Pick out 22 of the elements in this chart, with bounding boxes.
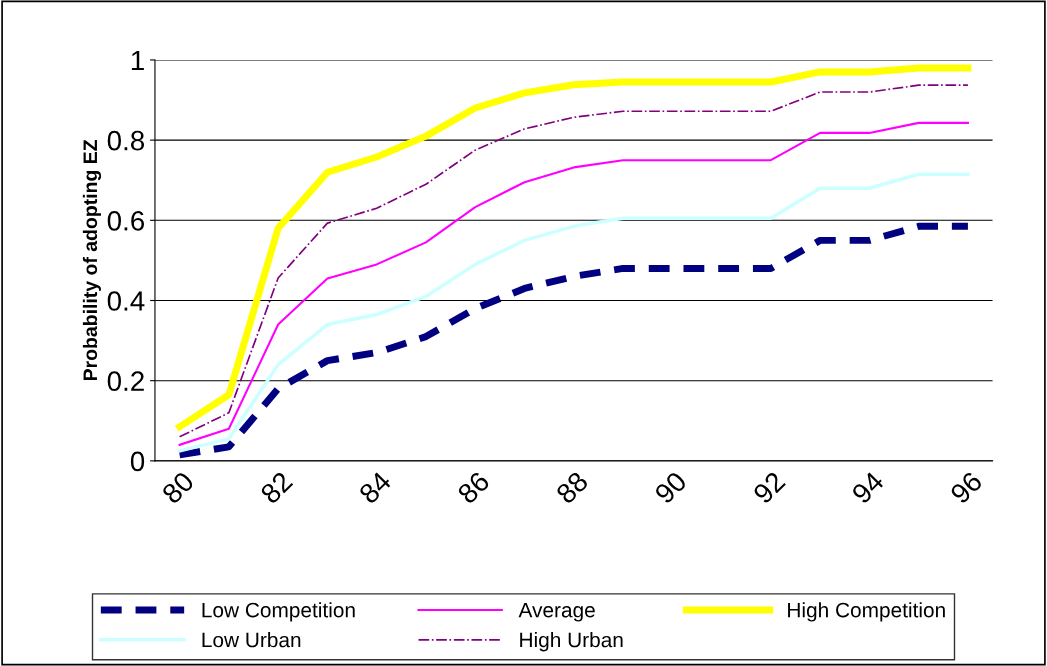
y-tick-label: 0.8 <box>107 130 145 151</box>
y-tick-label: 0.2 <box>107 371 144 392</box>
x-tick-label: 82 <box>259 470 294 505</box>
y-tick-label: 0.4 <box>107 291 145 311</box>
x-tick-label: 86 <box>456 470 491 505</box>
x-tick-label: 96 <box>949 470 984 505</box>
legend-label: Low Competition <box>202 602 355 622</box>
x-tick-label: 84 <box>357 470 393 505</box>
y-axis-title: Probability of adopting EZ <box>82 139 102 381</box>
legend-label: Average <box>518 602 595 622</box>
x-tick-label: 88 <box>555 470 590 505</box>
y-tick-label: 1 <box>131 50 144 71</box>
x-tick-label: 94 <box>850 470 885 505</box>
x-tick-label: 90 <box>653 470 688 505</box>
line-series <box>177 172 970 453</box>
y-tick-label: 0.6 <box>107 210 145 231</box>
legend-label: High Competition <box>788 602 945 622</box>
x-tick-label: 80 <box>160 470 196 505</box>
x-tick-label: 92 <box>752 470 787 505</box>
legend-label: High Urban <box>520 632 623 652</box>
legend-label: Low Urban <box>202 632 301 648</box>
y-tick-label: 0 <box>130 451 145 472</box>
